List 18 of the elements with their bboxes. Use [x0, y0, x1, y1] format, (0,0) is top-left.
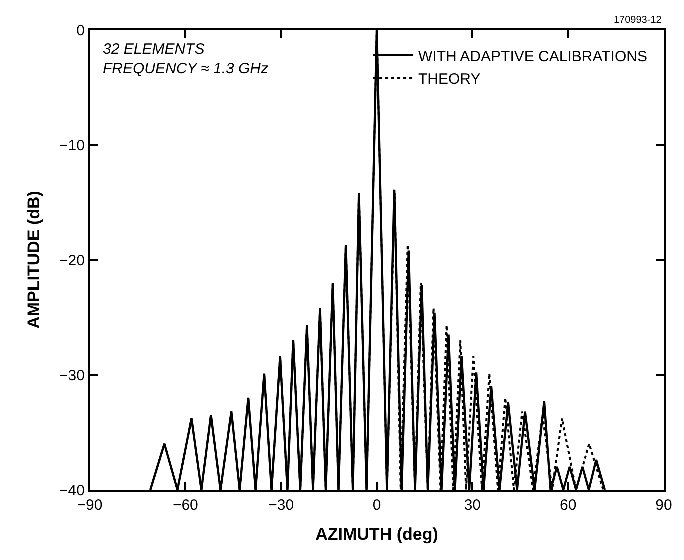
- y-tick-label: 0: [76, 22, 85, 40]
- x-tick-label: 0: [372, 497, 382, 514]
- x-tick-label: −30: [268, 497, 294, 514]
- x-tick-label: 90: [656, 497, 672, 514]
- annotation: 32 ELEMENTS FREQUENCY ≈ 1.3 GHz: [103, 41, 269, 78]
- y-tick-label: −40: [60, 482, 85, 500]
- x-tick-label: 60: [560, 497, 577, 514]
- y-axis-title: AMPLITUDE (dB): [24, 191, 44, 329]
- x-tick-label: −60: [172, 497, 198, 514]
- legend-label: WITH ADAPTIVE CALIBRATIONS: [418, 48, 648, 66]
- legend-label: THEORY: [418, 70, 481, 88]
- y-tick-label: −30: [60, 367, 85, 384]
- x-tick-label: −90: [77, 497, 103, 514]
- y-tick-label: −20: [60, 252, 85, 270]
- x-tick-label: 30: [464, 497, 482, 514]
- text: 170993-12: [614, 15, 662, 26]
- x-axis-title: AZIMUTH (deg): [316, 524, 438, 544]
- y-tick-label: −10: [60, 137, 85, 154]
